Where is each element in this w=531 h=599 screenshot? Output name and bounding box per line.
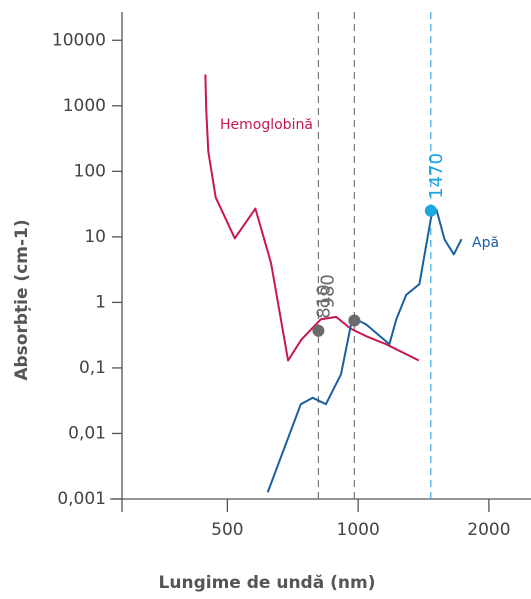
x-axis-label: Lungime de undă (nm) <box>159 573 376 593</box>
x-tick-label: 500 <box>211 520 243 540</box>
x-tick-label: 1000 <box>337 520 380 540</box>
y-tick-label: 0,001 <box>57 489 106 509</box>
marker-label: 1470 <box>426 153 447 199</box>
marker-point <box>348 314 361 327</box>
y-axis-label: Absorbție (cm-1) <box>12 219 32 380</box>
marker-point <box>424 204 437 217</box>
y-tick-label: 100 <box>74 161 106 181</box>
series-label: Hemoglobină <box>220 117 313 133</box>
x-tick-label: 2000 <box>467 520 510 540</box>
marker-point <box>312 324 325 337</box>
series-label: Apă <box>472 235 499 251</box>
series-line <box>204 74 420 362</box>
series-line <box>266 208 463 493</box>
y-tick-label: 10000 <box>52 30 106 50</box>
marker-label: 980 <box>317 274 338 308</box>
marker-label: 810 <box>313 284 334 318</box>
y-tick-label: 10 <box>84 227 106 247</box>
y-tick-label: 0,01 <box>68 423 106 443</box>
y-tick-label: 0,1 <box>79 358 106 378</box>
y-tick-label: 1 <box>95 292 106 312</box>
y-tick-label: 1000 <box>63 96 106 116</box>
